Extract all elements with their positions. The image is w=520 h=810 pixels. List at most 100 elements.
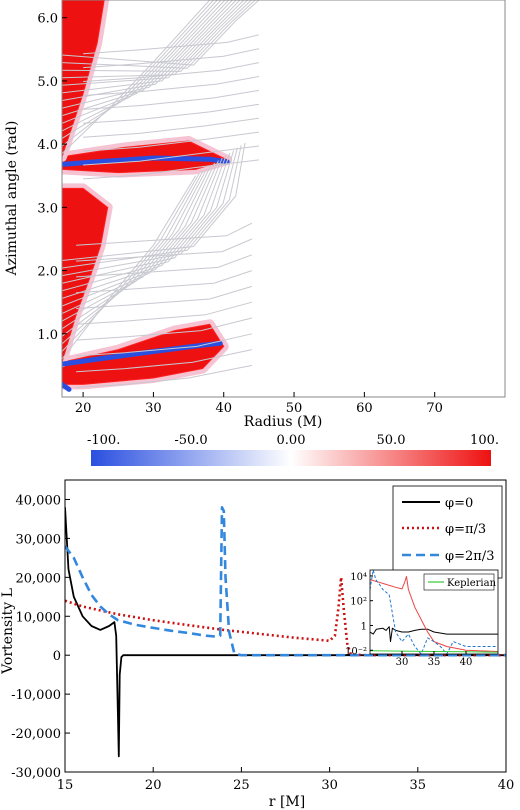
heatmap-contour-line (76, 364, 252, 388)
heatmap-contour-line (76, 333, 253, 357)
line-chart-x-tick-label: 30 (321, 778, 338, 793)
heatmap-contour-line (76, 349, 253, 373)
line-chart-y-tick-label: -10,000 (11, 688, 61, 703)
line-chart-y-axis-label: Vortensity L (0, 588, 16, 675)
heatmap-contour-line (62, 152, 231, 292)
heatmap-contour-line (62, 0, 230, 117)
line-chart-y-tick-label: -20,000 (11, 727, 61, 742)
line-chart-y-tick-label: 20,000 (16, 571, 62, 586)
legend-label-phi-0: φ=0 (445, 496, 473, 511)
heatmap-contour-line (83, 145, 259, 166)
heatmap-x-tick-label: 20 (75, 401, 92, 416)
heatmap-contour-line (62, 0, 248, 79)
line-chart-legend: φ=0 φ=π/3 φ=2π/3 (392, 485, 503, 579)
heatmap-contour-line (83, 117, 259, 138)
line-chart-y-tick-label: 0 (53, 649, 61, 664)
heatmap-frame (61, 0, 506, 398)
line-chart-y-tick-label: 10,000 (16, 610, 62, 625)
heatmap-contour-line (62, 0, 233, 109)
heatmap-contour-line (83, 48, 260, 69)
heatmap-contour-line (83, 89, 259, 110)
inset-y-tick-label: 10⁻² (345, 646, 367, 657)
heatmap-x-tick-label: 30 (145, 401, 162, 416)
heatmap-contour-line (62, 0, 252, 72)
line-chart-x-tick-label: 40 (498, 778, 515, 793)
heatmap-contour-line (62, 145, 242, 269)
heatmap-contour-line (83, 131, 259, 152)
heatmap-contour-line (62, 160, 219, 315)
heatmap-contour-line (62, 0, 256, 69)
heatmap-panel: 20 30 40 50 60 70 1.0 2.0 3.0 4.0 5.0 6.0 Radius (… (4, 0, 506, 430)
heatmap-contour-line (62, 0, 222, 132)
heatmap-contour-line (62, 175, 197, 360)
inset-y-tick-label: 1 (361, 621, 367, 632)
heatmap-y-tick-label: 6.0 (37, 12, 58, 27)
legend-label-phi-pi-3: φ=π/3 (445, 522, 486, 537)
line-series-phi-0 (65, 507, 506, 758)
heatmap-contour-line (76, 238, 253, 262)
heatmap-contour-line (83, 76, 259, 96)
heatmap-y-axis-label: Azimuthal angle (rad) (4, 121, 20, 277)
heatmap-contour-line (83, 159, 259, 180)
line-chart-y-tick-label: -30,000 (11, 766, 61, 781)
heatmap-negative-edge (62, 155, 230, 167)
colorbar-tick-label: 0.00 (277, 433, 306, 448)
heatmap-contour-line (76, 285, 253, 309)
heatmap-y-tick-label: 5.0 (37, 75, 58, 90)
heatmap-contour-line (62, 0, 214, 147)
colorbar-gradient (91, 450, 491, 466)
heatmap-contour-line (62, 142, 246, 261)
heatmap-contour-line (62, 0, 241, 94)
heatmap-contour-line (62, 157, 223, 307)
colorbar-tick-label: -50.0 (174, 433, 207, 448)
line-chart-x-tick-label: 15 (57, 778, 74, 793)
inset-series-phi-pi-3 (370, 576, 498, 652)
inset-y-tick-label: 10⁴ (350, 572, 367, 583)
heatmap-contour-line (62, 0, 245, 86)
legend-label-phi-2pi-3: φ=2π/3 (445, 549, 494, 564)
heatmap-contour-line (83, 34, 260, 55)
heatmap-contour-line (76, 270, 253, 294)
line-chart-x-tick-label: 35 (410, 778, 427, 793)
line-chart-x-tick-label: 25 (233, 778, 250, 793)
heatmap-x-tick-label: 50 (286, 401, 303, 416)
heatmap-contour-line (76, 301, 253, 325)
inset-legend-box (423, 573, 495, 591)
heatmap-contour-line (62, 172, 200, 352)
heatmap-x-axis-label: Radius (M) (244, 414, 323, 430)
heatmap-contour-line (62, 162, 216, 322)
colorbar: -100. -50.0 0.00 50.0 100. (87, 433, 499, 466)
heatmap-contour-line (62, 150, 235, 284)
inset-legend-label-keplerian: Keplerian (447, 578, 497, 589)
heatmap-y-tick-label: 4.0 (37, 138, 58, 153)
inset-series-phi-0 (370, 626, 498, 643)
line-chart-y-tick-label: 40,000 (16, 493, 62, 508)
inset-chart: 10⁴ 10² 1 10⁻² 30 35 40 Keplerian (345, 569, 499, 668)
line-chart-y-tick-label: 30,000 (16, 532, 62, 547)
heatmap-contour-line (62, 147, 238, 277)
heatmap-y-tick-label: 1.0 (37, 328, 58, 343)
heatmap-contour-line (76, 317, 253, 341)
colorbar-tick-label: 50.0 (377, 433, 406, 448)
heatmap-y-tick-label: 3.0 (37, 201, 58, 216)
line-chart-x-tick-label: 20 (145, 778, 162, 793)
line-chart-x-axis-label: r [M] (269, 794, 305, 810)
line-chart-frame (64, 479, 507, 773)
heatmap-negative-edge (62, 340, 223, 367)
heatmap-x-tick-label: 70 (426, 401, 443, 416)
heatmap-y-tick-label: 2.0 (37, 265, 58, 280)
line-series-phi-2pi-3 (65, 505, 506, 657)
colorbar-tick-label: 100. (470, 433, 499, 448)
heatmap-plot-area (62, 0, 505, 397)
heatmap-contour-line (62, 155, 227, 299)
heatmap-contour-line (62, 0, 237, 101)
heatmap-x-tick-label: 40 (215, 401, 232, 416)
colorbar-tick-label: -100. (87, 433, 120, 448)
heatmap-x-tick-label: 60 (356, 401, 373, 416)
heatmap-contour-line (83, 62, 259, 82)
line-chart-panel: -30,000 -20,000 -10,000 0 10,000 20,000 30,000… (0, 479, 515, 810)
heatmap-negative-edge (62, 381, 72, 392)
inset-x-tick-label: 40 (460, 657, 473, 668)
heatmap-contour-line (83, 103, 259, 124)
